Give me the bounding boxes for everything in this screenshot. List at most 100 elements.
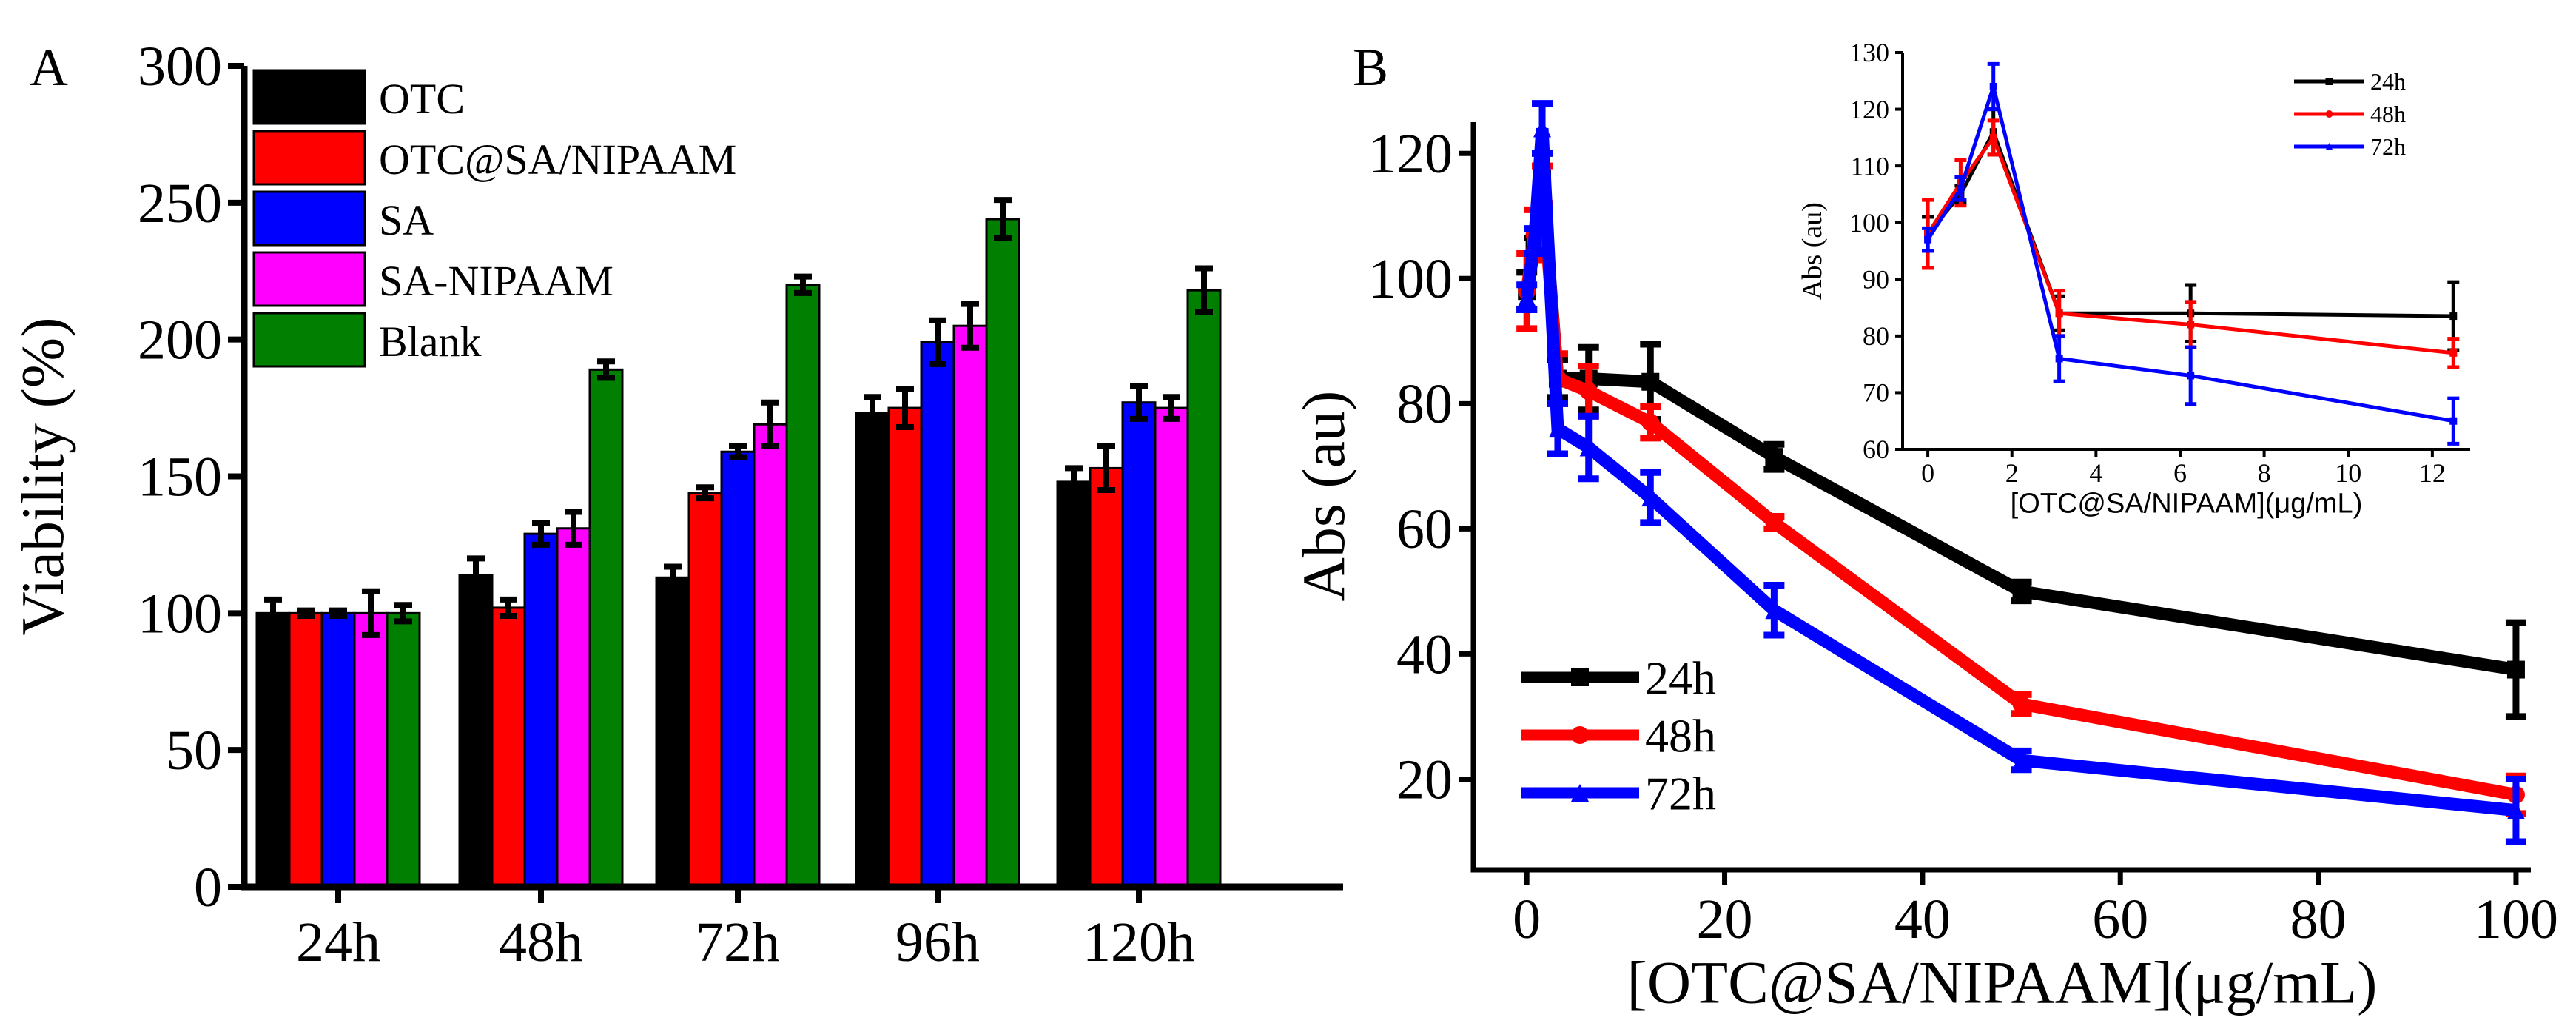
bar-otc-96h bbox=[855, 412, 890, 888]
data-point bbox=[1765, 513, 1783, 532]
x-tick-label: 20 bbox=[1697, 888, 1753, 950]
bar-otc-72h bbox=[655, 576, 690, 888]
error-bar bbox=[929, 317, 946, 367]
y-axis-label: Abs (au) bbox=[1290, 391, 1357, 602]
data-point bbox=[1579, 438, 1598, 457]
bar-otc-120h bbox=[1056, 480, 1092, 888]
legend-marker bbox=[1571, 668, 1589, 686]
x-tick-label: 12 bbox=[2419, 458, 2446, 488]
y-tick-label: 50 bbox=[166, 720, 222, 782]
error-bar bbox=[864, 394, 881, 433]
data-point bbox=[2055, 309, 2063, 318]
data-point bbox=[2506, 660, 2525, 679]
error-bar bbox=[696, 484, 714, 502]
data-point bbox=[1518, 288, 1536, 306]
x-tick-label: 100 bbox=[2474, 888, 2558, 950]
legend-label: SA-NIPAAM bbox=[379, 257, 613, 305]
y-tick-label: 40 bbox=[1396, 623, 1453, 685]
legend-label: 48h bbox=[1645, 709, 1716, 762]
error-bar bbox=[329, 607, 347, 620]
legend-swatch bbox=[252, 130, 366, 186]
legend-swatch bbox=[252, 251, 366, 307]
data-point bbox=[2012, 751, 2031, 770]
data-point bbox=[1641, 489, 1660, 507]
panel-label: A bbox=[30, 38, 68, 97]
x-tick-label: 60 bbox=[2092, 888, 2148, 950]
error-bar bbox=[729, 443, 747, 460]
x-tick-label: 24h bbox=[296, 911, 380, 973]
series-line-72h bbox=[1926, 79, 2454, 423]
x-axis-label: [OTC@SA/NIPAAM](μg/mL) bbox=[2011, 489, 2363, 520]
y-tick-label: 130 bbox=[1849, 38, 1889, 67]
legend-label: 24h bbox=[2370, 68, 2406, 95]
bar-blank-48h bbox=[588, 368, 624, 888]
error-bar bbox=[794, 273, 812, 296]
bar-sa-nipaam-120h bbox=[1154, 406, 1189, 888]
legend-marker bbox=[1571, 726, 1589, 744]
y-tick-label: 100 bbox=[138, 583, 222, 645]
error-bar bbox=[761, 399, 779, 449]
data-point bbox=[1989, 82, 1997, 90]
data-point bbox=[1525, 232, 1544, 250]
data-point bbox=[1641, 372, 1660, 391]
error-bar bbox=[896, 386, 914, 430]
y-tick-label: 300 bbox=[138, 36, 222, 98]
data-point bbox=[2449, 312, 2458, 321]
x-tick-label: 8 bbox=[2258, 458, 2271, 488]
y-tick-label: 20 bbox=[1396, 748, 1453, 811]
panel-label: B bbox=[1353, 38, 1388, 97]
data-point bbox=[2012, 695, 2031, 714]
error-bar bbox=[1097, 443, 1115, 493]
bar-blank-96h bbox=[985, 218, 1020, 888]
data-point bbox=[1989, 133, 1997, 141]
data-point bbox=[2012, 582, 2031, 600]
y-tick-label: 60 bbox=[1396, 498, 1453, 560]
y-tick-label: 200 bbox=[138, 309, 222, 372]
error-bar bbox=[362, 588, 380, 638]
bar-blank-24h bbox=[386, 611, 421, 888]
data-point bbox=[2506, 801, 2525, 819]
x-tick-label: 6 bbox=[2173, 458, 2187, 488]
legend-marker bbox=[2325, 78, 2333, 85]
legend-label: 48h bbox=[2370, 101, 2406, 127]
bar-blank-120h bbox=[1186, 289, 1222, 888]
data-point bbox=[2449, 349, 2458, 357]
error-bar bbox=[664, 563, 682, 592]
legend-label: Blank bbox=[379, 318, 482, 366]
legend-label: OTC bbox=[379, 75, 465, 123]
legend-label: SA bbox=[379, 196, 434, 244]
data-point bbox=[1548, 420, 1567, 438]
error-bar bbox=[297, 607, 315, 620]
bar-sa-nipaam-24h bbox=[353, 611, 389, 888]
y-tick-label: 80 bbox=[1396, 373, 1453, 435]
data-point bbox=[2449, 417, 2458, 425]
x-tick-label: 2 bbox=[2005, 458, 2019, 488]
y-tick-label: 120 bbox=[1368, 123, 1453, 185]
data-point bbox=[2055, 355, 2063, 363]
y-tick-label: 60 bbox=[1863, 435, 1889, 464]
axis-lines bbox=[1470, 122, 2531, 873]
data-point bbox=[1924, 235, 1932, 244]
error-bar bbox=[994, 197, 1012, 241]
y-axis-label: Viability (%) bbox=[9, 317, 76, 635]
bar-sa-120h bbox=[1121, 401, 1157, 888]
bar-sa-72h bbox=[720, 450, 756, 888]
error-bar bbox=[264, 596, 282, 630]
bar-sa-48h bbox=[523, 532, 559, 888]
error-bar bbox=[1130, 383, 1148, 422]
error-bar bbox=[1163, 394, 1180, 422]
x-tick-label: 96h bbox=[895, 911, 980, 973]
bar-otc-sa-nipaam-24h bbox=[288, 611, 323, 888]
bar-otc-sa-nipaam-96h bbox=[887, 406, 923, 888]
panel-b-inset: 60 70 80 90 100 110 120 130 0 2 4 6 8 10 12 [OTC@SA/NIP… bbox=[1797, 38, 2470, 520]
bar-sa-nipaam-96h bbox=[952, 324, 988, 888]
error-bar bbox=[961, 301, 979, 351]
data-point bbox=[1579, 382, 1598, 400]
bar-sa-24h bbox=[320, 611, 356, 888]
error-bar bbox=[597, 358, 615, 381]
bar-otc-sa-nipaam-48h bbox=[491, 606, 526, 888]
legend-swatch bbox=[252, 69, 366, 125]
error-bar bbox=[1195, 265, 1213, 315]
